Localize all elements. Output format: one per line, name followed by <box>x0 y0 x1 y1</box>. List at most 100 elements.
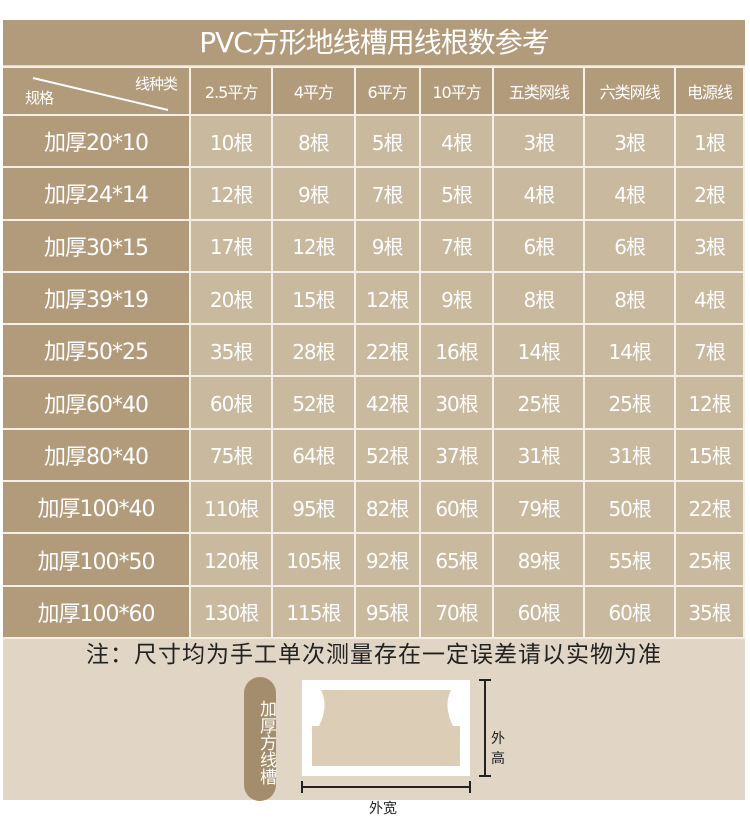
page-title: PVC方形地线槽用线根数参考 <box>3 20 745 65</box>
count-cell: 8根 <box>492 270 586 326</box>
count-cell: 15根 <box>674 427 745 483</box>
count-cell: 7根 <box>353 166 421 221</box>
count-cell: 3根 <box>583 113 677 169</box>
count-cell: 105根 <box>271 532 356 587</box>
outer-height-label: 外高 <box>491 731 505 767</box>
count-cell: 25根 <box>674 532 745 587</box>
table-row: 加厚100*60 130根 115根 95根 70根 60根 60根 35根 <box>3 584 745 639</box>
column-header: 六类网线 <box>583 66 677 116</box>
count-cell: 115根 <box>271 584 356 639</box>
count-cell: 70根 <box>418 584 495 639</box>
trunking-cross-section <box>301 679 491 793</box>
table-row: 加厚39*19 20根 15根 12根 9根 8根 8根 4根 <box>3 270 745 326</box>
count-cell: 4根 <box>674 270 745 326</box>
spec-cell: 加厚100*50 <box>3 532 191 587</box>
count-cell: 9根 <box>418 270 495 326</box>
count-cell: 60根 <box>188 375 274 430</box>
count-cell: 12根 <box>188 166 274 221</box>
spec-cell: 加厚50*25 <box>3 323 191 378</box>
outer-width-label: 外宽 <box>369 801 397 817</box>
count-cell: 6根 <box>492 218 586 273</box>
spec-cell: 加厚24*14 <box>3 166 191 221</box>
wire-count-table: 线种类 规格 2.5平方 4平方 6平方 10平方 五类网线 六类网线 电源线 加厚20*1… <box>3 66 745 639</box>
count-cell: 60根 <box>492 584 586 639</box>
trunking-diagram: 外高 外宽 <box>299 676 505 817</box>
count-cell: 64根 <box>271 427 356 483</box>
count-cell: 16根 <box>418 323 495 378</box>
count-cell: 42根 <box>353 375 421 430</box>
count-cell: 7根 <box>674 323 745 378</box>
count-cell: 5根 <box>353 113 421 169</box>
count-cell: 110根 <box>188 480 274 535</box>
count-cell: 31根 <box>583 427 677 483</box>
count-cell: 3根 <box>674 218 745 273</box>
count-cell: 20根 <box>188 270 274 326</box>
count-cell: 25根 <box>492 375 586 430</box>
count-cell: 60根 <box>418 480 495 535</box>
count-cell: 79根 <box>492 480 586 535</box>
count-cell: 28根 <box>271 323 356 378</box>
count-cell: 6根 <box>583 218 677 273</box>
table-row: 加厚60*40 60根 52根 42根 30根 25根 25根 12根 <box>3 375 745 430</box>
count-cell: 14根 <box>492 323 586 378</box>
wire-count-reference: PVC方形地线槽用线根数参考 线种类 规格 2.5平方 4平方 6平方 10平方 五类网… <box>3 20 745 817</box>
count-cell: 2根 <box>674 166 745 221</box>
column-header: 五类网线 <box>492 66 586 116</box>
corner-top-label: 线种类 <box>134 75 178 93</box>
table-header-row: 线种类 规格 2.5平方 4平方 6平方 10平方 五类网线 六类网线 电源线 <box>3 66 745 116</box>
count-cell: 95根 <box>271 480 356 535</box>
table-row: 加厚20*10 10根 8根 5根 4根 3根 3根 1根 <box>3 113 745 169</box>
spec-cell: 加厚60*40 <box>3 375 191 430</box>
count-cell: 35根 <box>674 584 745 639</box>
count-cell: 12根 <box>353 270 421 326</box>
spec-cell: 加厚39*19 <box>3 270 191 326</box>
corner-header: 线种类 规格 <box>3 66 191 116</box>
table-row: 加厚80*40 75根 64根 52根 37根 31根 31根 15根 <box>3 427 745 483</box>
count-cell: 50根 <box>583 480 677 535</box>
count-cell: 4根 <box>418 113 495 169</box>
count-cell: 14根 <box>583 323 677 378</box>
count-cell: 65根 <box>418 532 495 587</box>
count-cell: 35根 <box>188 323 274 378</box>
count-cell: 15根 <box>271 270 356 326</box>
count-cell: 1根 <box>674 113 745 169</box>
column-header: 电源线 <box>674 66 745 116</box>
count-cell: 30根 <box>418 375 495 430</box>
table-row: 加厚50*25 35根 28根 22根 16根 14根 14根 7根 <box>3 323 745 378</box>
count-cell: 22根 <box>353 323 421 378</box>
count-cell: 52根 <box>353 427 421 483</box>
count-cell: 60根 <box>583 584 677 639</box>
spec-cell: 加厚100*60 <box>3 584 191 639</box>
count-cell: 4根 <box>492 166 586 221</box>
spec-cell: 加厚100*40 <box>3 480 191 535</box>
corner-bottom-label: 规格 <box>25 89 54 107</box>
spec-cell: 加厚30*15 <box>3 218 191 273</box>
count-cell: 31根 <box>492 427 586 483</box>
count-cell: 89根 <box>492 532 586 587</box>
count-cell: 37根 <box>418 427 495 483</box>
count-cell: 8根 <box>583 270 677 326</box>
count-cell: 95根 <box>353 584 421 639</box>
count-cell: 17根 <box>188 218 274 273</box>
table-row: 加厚100*50 120根 105根 92根 65根 89根 55根 25根 <box>3 532 745 587</box>
count-cell: 5根 <box>418 166 495 221</box>
count-cell: 7根 <box>418 218 495 273</box>
count-cell: 4根 <box>583 166 677 221</box>
count-cell: 9根 <box>271 166 356 221</box>
column-header: 10平方 <box>418 66 495 116</box>
count-cell: 8根 <box>271 113 356 169</box>
diagonal-divider <box>32 77 169 111</box>
table-row: 加厚30*15 17根 12根 9根 7根 6根 6根 3根 <box>3 218 745 273</box>
count-cell: 120根 <box>188 532 274 587</box>
count-cell: 22根 <box>674 480 745 535</box>
diagram-label: 加厚方线槽 <box>244 677 276 801</box>
note-text: 注：尺寸均为手工单次测量存在一定误差请以实物为准 <box>86 642 662 668</box>
count-cell: 52根 <box>271 375 356 430</box>
count-cell: 12根 <box>674 375 745 430</box>
count-cell: 10根 <box>188 113 274 169</box>
table-row: 加厚100*40 110根 95根 82根 60根 79根 50根 22根 <box>3 480 745 535</box>
count-cell: 25根 <box>583 375 677 430</box>
table-row: 加厚24*14 12根 9根 7根 5根 4根 4根 2根 <box>3 166 745 221</box>
spec-cell: 加厚20*10 <box>3 113 191 169</box>
count-cell: 130根 <box>188 584 274 639</box>
